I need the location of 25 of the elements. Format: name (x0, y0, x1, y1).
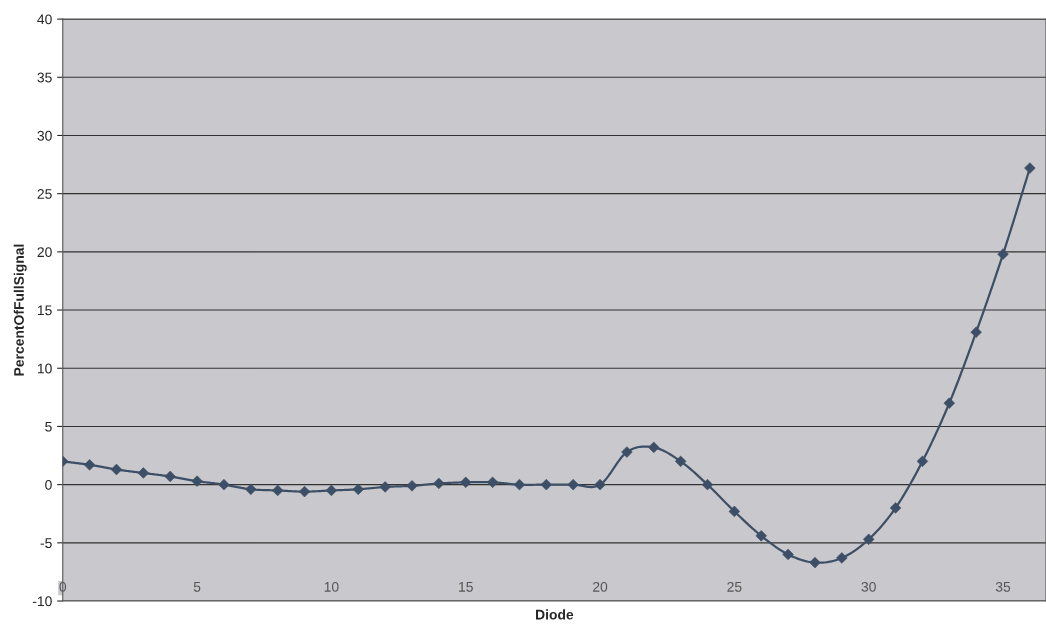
y-axis-title: PercentOfFullSignal (13, 244, 27, 376)
point (970, 326, 982, 338)
y-tick-label: 40 (37, 14, 52, 25)
y-tick-label: 5 (45, 421, 52, 432)
x-tick-label: 30 (861, 581, 876, 592)
point (701, 478, 714, 491)
y-tick-label: -5 (40, 538, 52, 548)
y-tick-label: 10 (37, 363, 52, 374)
y-tick-label: 20 (37, 247, 52, 258)
point (379, 481, 391, 493)
x-tick-label: 15 (459, 582, 473, 592)
y-tick-label: 0 (45, 479, 52, 490)
y-tick-label: 35 (37, 72, 52, 83)
x-tick-label: 5 (193, 582, 201, 592)
x-tick-label: 25 (727, 581, 742, 592)
y-tick-label: -10 (32, 596, 52, 607)
y-tick-label: 30 (37, 130, 52, 141)
y-tick-label: 25 (37, 189, 52, 199)
x-tick-label: 10 (324, 581, 339, 592)
x-tick-label: 35 (995, 581, 1011, 592)
y-tick-label: 15 (37, 305, 52, 316)
x-tick-label: 20 (593, 581, 608, 592)
point (1024, 162, 1036, 174)
point (648, 441, 660, 454)
x-axis-title: Diode (536, 609, 574, 620)
